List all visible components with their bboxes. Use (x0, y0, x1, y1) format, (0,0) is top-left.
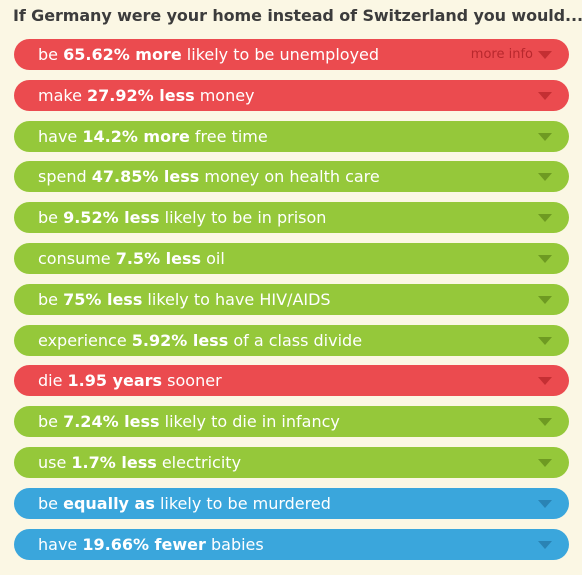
chevron-down-icon[interactable] (538, 336, 552, 345)
row-text-suffix: likely to be murdered (154, 493, 331, 513)
chevron-down-icon[interactable] (538, 418, 552, 427)
row-text-suffix: likely to be in prison (159, 208, 327, 228)
comparison-row-prison[interactable]: be 9.52% less likely to be in prison (14, 202, 569, 234)
comparison-row-murder[interactable]: be equally as likely to be murdered (14, 487, 569, 519)
row-text-value: 7.24% less (63, 412, 160, 432)
row-text-prefix: be (38, 412, 64, 432)
row-text-prefix: be (38, 493, 64, 513)
row-text-value: 65.62% more (63, 45, 182, 64)
row-text-value: 7.5% less (115, 248, 202, 268)
row-text-suffix: likely to die in infancy (159, 412, 340, 432)
row-text-prefix: have (38, 534, 83, 554)
chevron-down-icon[interactable] (538, 295, 552, 304)
comparison-row-free-time[interactable]: have 14.2% more free time (14, 120, 569, 152)
comparison-row-oil[interactable]: consume 7.5% less oil (14, 242, 569, 274)
row-text-prefix: consume (38, 248, 116, 268)
comparison-row-infant-mortality[interactable]: be 7.24% less likely to die in infancy (14, 406, 569, 438)
row-text-value: 1.95 years (67, 371, 163, 391)
row-text-prefix: be (38, 289, 64, 309)
chevron-down-icon[interactable] (538, 254, 552, 263)
row-text-suffix: of a class divide (228, 330, 363, 350)
row-text-value: 75% less (63, 289, 143, 309)
comparison-row-babies[interactable]: have 19.66% fewer babies (14, 528, 569, 560)
row-text-suffix: babies (205, 534, 264, 554)
page-heading: If Germany were your home instead of Swi… (13, 6, 582, 25)
more-info-link[interactable]: more info (470, 47, 533, 62)
row-text-suffix: free time (189, 126, 268, 146)
comparison-row-electricity[interactable]: use 1.7% less electricity (14, 446, 569, 478)
chevron-down-icon[interactable] (538, 214, 552, 223)
comparison-row-income[interactable]: make 27.92% less money (14, 79, 569, 111)
row-text-prefix: use (38, 452, 72, 472)
chevron-down-icon[interactable] (538, 132, 552, 141)
comparison-row-health-care[interactable]: spend 47.85% less money on health care (14, 161, 569, 193)
row-text-prefix: experience (38, 330, 132, 350)
row-text-suffix: oil (201, 248, 225, 268)
row-text-value: 1.7% less (71, 452, 157, 472)
chevron-down-icon[interactable] (538, 458, 552, 467)
chevron-down-icon[interactable] (538, 377, 552, 386)
row-text-value: 27.92% less (87, 85, 195, 105)
row-text-value: 5.92% less (131, 330, 229, 350)
row-text-suffix: electricity (156, 452, 242, 472)
row-text-suffix: likely to be unemployed (181, 45, 380, 64)
row-text-prefix: die (38, 371, 68, 391)
row-text-prefix: have (38, 126, 83, 146)
row-text-suffix: money (194, 85, 255, 105)
comparison-row-unemployment[interactable]: be 65.62% more likely to be unemployed m… (14, 39, 569, 70)
chevron-down-icon[interactable] (538, 91, 552, 100)
chevron-down-icon[interactable] (538, 173, 552, 182)
row-text-suffix: money on health care (199, 167, 380, 187)
row-text-prefix: be (38, 208, 64, 228)
row-text-value: equally as (63, 493, 155, 513)
comparison-list: be 65.62% more likely to be unemployed m… (14, 39, 569, 569)
chevron-down-icon[interactable] (538, 499, 552, 508)
row-text-value: 47.85% less (91, 167, 200, 187)
chevron-down-icon[interactable] (538, 51, 552, 59)
row-text-prefix: be (38, 45, 64, 64)
row-text-suffix: sooner (162, 371, 222, 391)
comparison-row-class-divide[interactable]: experience 5.92% less of a class divide (14, 324, 569, 356)
row-text-value: 9.52% less (63, 208, 160, 228)
row-text-prefix: spend (38, 167, 92, 187)
row-text-prefix: make (38, 85, 88, 105)
comparison-row-hiv-aids[interactable]: be 75% less likely to have HIV/AIDS (14, 283, 569, 315)
row-text-value: 19.66% fewer (82, 534, 206, 554)
row-text-suffix: likely to have HIV/AIDS (142, 289, 331, 309)
row-text-value: 14.2% more (82, 126, 190, 146)
chevron-down-icon[interactable] (538, 540, 552, 549)
comparison-row-life-expectancy[interactable]: die 1.95 years sooner (14, 365, 569, 397)
